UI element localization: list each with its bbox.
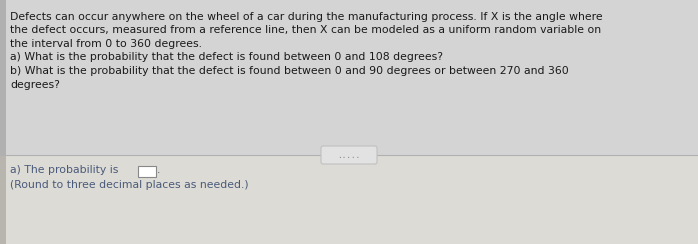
Text: .: . [157, 165, 161, 175]
Text: the defect occurs, measured from a reference line, then X can be modeled as a un: the defect occurs, measured from a refer… [10, 26, 601, 35]
Text: the interval from 0 to 360 degrees.: the interval from 0 to 360 degrees. [10, 39, 202, 49]
Text: a) What is the probability that the defect is found between 0 and 108 degrees?: a) What is the probability that the defe… [10, 52, 443, 62]
Bar [138, 166, 156, 177]
Text: (Round to three decimal places as needed.): (Round to three decimal places as needed… [10, 180, 248, 190]
Text: b) What is the probability that the defect is found between 0 and 90 degrees or : b) What is the probability that the defe… [10, 66, 569, 76]
Text: a) The probability is: a) The probability is [10, 165, 119, 175]
Bar [0, 155, 698, 244]
FancyBboxPatch shape [321, 146, 377, 164]
Text: .....: ..... [337, 151, 361, 160]
Bar [0, 155, 6, 244]
Bar [0, 0, 6, 155]
Text: Defects can occur anywhere on the wheel of a car during the manufacturing proces: Defects can occur anywhere on the wheel … [10, 12, 602, 22]
Text: degrees?: degrees? [10, 80, 60, 90]
Bar [0, 0, 698, 155]
